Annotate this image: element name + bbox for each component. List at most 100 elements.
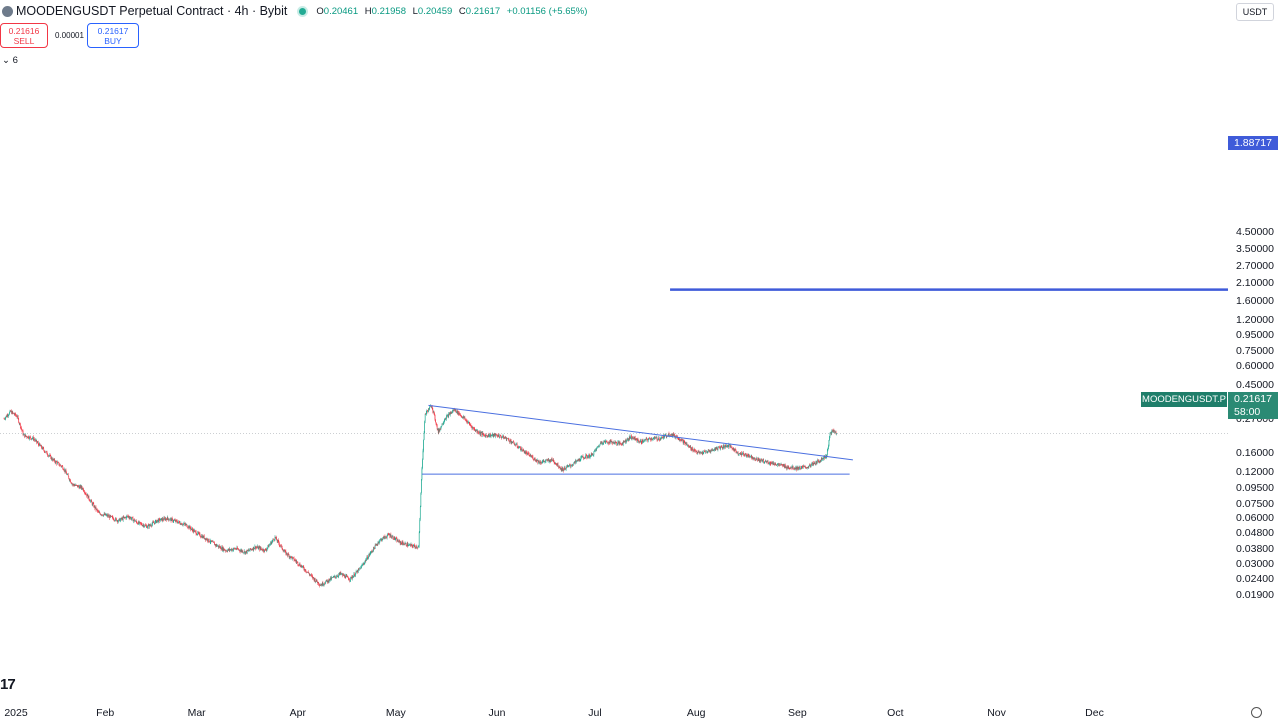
sell-button[interactable]: 0.21616 SELL: [0, 23, 48, 48]
candle-body: [585, 455, 587, 456]
tradingview-logo-icon[interactable]: 17: [0, 676, 16, 693]
candle-body: [535, 460, 537, 462]
settings-gear-icon[interactable]: [1251, 707, 1262, 718]
candle-body: [303, 567, 305, 570]
price-chart[interactable]: [0, 0, 1228, 705]
currency-selector[interactable]: USDT: [1236, 3, 1274, 21]
buy-button[interactable]: 0.21617 BUY: [87, 23, 139, 48]
candle-body: [584, 458, 585, 459]
candle-body: [770, 463, 772, 465]
symbol-title[interactable]: MOODENGUSDT Perpetual Contract · 4h · By…: [16, 4, 288, 18]
candle-body: [253, 548, 255, 550]
candle-body: [394, 539, 396, 540]
buy-label: BUY: [104, 36, 122, 46]
candle-body: [161, 518, 163, 521]
candle-body: [75, 484, 77, 486]
candle-body: [559, 467, 560, 468]
candle-body: [84, 491, 85, 494]
candle-body: [80, 485, 82, 489]
candle-body: [94, 505, 96, 509]
candle-body: [582, 456, 584, 458]
candle-body: [56, 462, 58, 464]
candle-body: [12, 412, 14, 414]
candle-body: [197, 532, 199, 534]
candle-body: [145, 525, 146, 526]
candle-body: [32, 437, 34, 439]
candle-body: [665, 434, 667, 436]
candle-body: [599, 444, 601, 447]
candle-body: [805, 467, 807, 469]
candle-body: [225, 550, 226, 551]
candle-body: [831, 431, 833, 434]
candle-body: [422, 459, 423, 469]
candle-body: [742, 453, 744, 454]
candle-body: [403, 543, 404, 545]
price-scale-label: 4.50000: [1236, 226, 1274, 239]
candle-body: [796, 467, 798, 470]
candle-body: [726, 445, 728, 447]
candle-body: [379, 539, 381, 542]
candle-body: [6, 414, 8, 417]
candle-body: [479, 431, 480, 434]
candle-body: [533, 459, 534, 460]
candle-body: [407, 545, 409, 547]
candle-body: [144, 525, 146, 527]
candle-body: [103, 514, 104, 516]
candle-body: [223, 548, 225, 551]
candle-body: [558, 466, 559, 468]
candle-body: [663, 435, 665, 438]
candle-body: [400, 542, 402, 544]
candle-body: [268, 545, 269, 548]
candle-body: [357, 570, 359, 573]
candle-body: [615, 441, 616, 443]
candle-body: [79, 486, 80, 489]
candle-body: [538, 460, 539, 463]
candle-body: [756, 458, 758, 460]
candle-body: [636, 439, 638, 442]
price-scale[interactable]: 4.50000 3.50000 2.70000 2.10000 1.60000 1.200…: [1228, 0, 1280, 705]
candle-body: [228, 548, 230, 551]
candle-body: [812, 463, 813, 465]
candle-body: [273, 539, 275, 541]
candle-body: [66, 474, 68, 476]
candle-body: [641, 442, 643, 444]
candle-body: [355, 573, 356, 576]
candle-body: [618, 441, 620, 445]
time-axis[interactable]: 2025 Feb Mar Apr May Jun Jul Aug Sep Oct Nov Dec: [0, 705, 1228, 727]
candle-body: [621, 442, 623, 445]
candle-body: [616, 443, 618, 445]
indicators-toggle[interactable]: ⌄ 6: [2, 55, 18, 66]
candle-body: [370, 551, 372, 554]
candle-body: [505, 436, 507, 439]
candle-body: [392, 536, 394, 539]
candle-body: [356, 570, 358, 573]
candle-body: [374, 548, 375, 549]
market-status-icon[interactable]: [299, 7, 307, 15]
candle-body: [150, 525, 151, 526]
candle-body: [357, 569, 359, 573]
spread-value: 0.00001: [55, 31, 84, 40]
candle-body: [537, 460, 539, 463]
candle-body: [36, 439, 37, 443]
candle-body: [163, 519, 164, 521]
candle-body: [664, 434, 666, 436]
candle-body: [552, 459, 554, 461]
candle-body: [546, 459, 547, 461]
candle-body: [78, 485, 79, 487]
candle-body: [515, 444, 516, 446]
candle-body: [539, 462, 540, 464]
candle-body: [369, 553, 371, 555]
candle-body: [155, 520, 157, 522]
candle-body: [69, 479, 71, 481]
candle-body: [828, 446, 829, 450]
candle-body: [337, 576, 338, 577]
candle-body: [147, 525, 149, 528]
candle-body: [83, 488, 84, 492]
candle-body: [391, 537, 392, 539]
candle-body: [260, 547, 262, 549]
candle-body: [110, 516, 112, 517]
candle-body: [509, 441, 510, 442]
candle-body: [835, 431, 836, 433]
candle-body: [178, 521, 180, 523]
candle-body: [419, 519, 421, 533]
